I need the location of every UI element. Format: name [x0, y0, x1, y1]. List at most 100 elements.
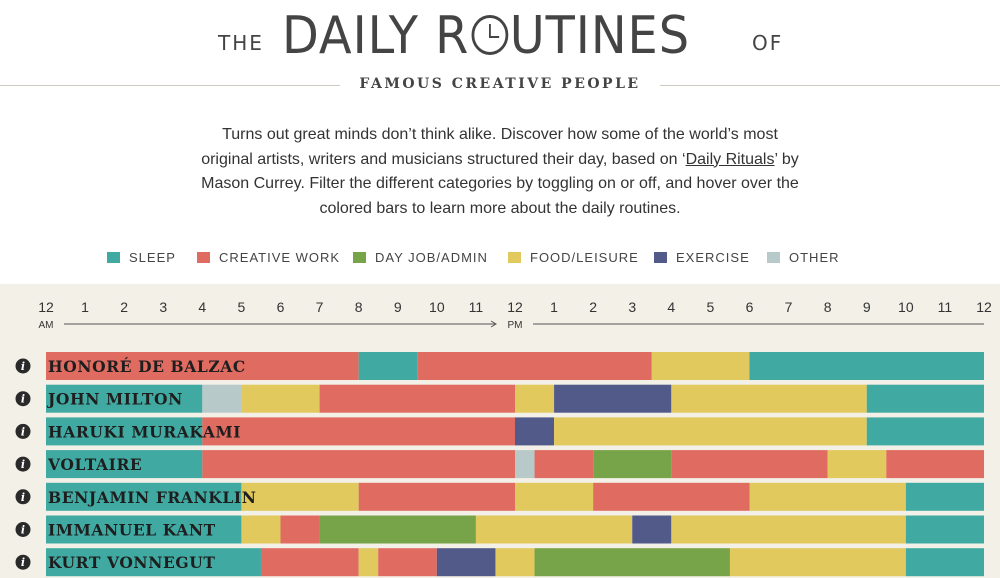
bar-segment-sleep[interactable] — [46, 450, 203, 479]
bar-segment-sleep[interactable] — [46, 548, 261, 577]
bar-segment-sleep[interactable] — [46, 417, 203, 446]
bar-segment-food[interactable] — [495, 548, 535, 577]
bar-segment-sleep[interactable] — [866, 417, 984, 446]
legend-item-other[interactable]: OTHER — [767, 249, 840, 265]
info-icon-glyph: i — [21, 524, 25, 537]
info-icon-glyph: i — [21, 556, 25, 569]
info-icon-glyph: i — [21, 425, 25, 438]
x-tick-label: 7 — [316, 299, 324, 315]
title-prefix: THE — [218, 31, 264, 55]
legend-item-sleep[interactable]: SLEEP — [107, 249, 176, 265]
bar-segment-sleep[interactable] — [749, 352, 985, 380]
bar-segment-creative[interactable] — [671, 450, 828, 479]
bar-segment-creative[interactable] — [202, 450, 516, 479]
bar-segment-food[interactable] — [515, 482, 594, 511]
bar-segment-creative[interactable] — [593, 482, 750, 511]
legend-item-creative-work[interactable]: CREATIVE WORK — [197, 249, 340, 265]
x-tick-label: 2 — [589, 299, 597, 315]
page-subtitle: FAMOUS CREATIVE PEOPLE — [359, 76, 641, 92]
page-header: THE DAILY R UTINES OF — [0, 0, 1000, 72]
bar-segment-creative[interactable] — [417, 352, 652, 380]
legend-item-food-leisure[interactable]: FOOD/LEISURE — [508, 249, 639, 265]
bar-segment-food[interactable] — [827, 450, 887, 479]
bar-segment-food[interactable] — [554, 417, 867, 446]
bar-segment-other[interactable] — [515, 450, 535, 479]
bar-segment-food[interactable] — [749, 482, 906, 511]
bar-segment-creative[interactable] — [378, 548, 437, 577]
info-icon[interactable] — [15, 423, 31, 439]
info-icon[interactable] — [15, 489, 31, 505]
bar-segment-food[interactable] — [241, 384, 320, 413]
bar-segment-creative[interactable] — [202, 417, 516, 446]
bar-segment-creative[interactable] — [319, 384, 515, 413]
bar-segment-other[interactable] — [202, 384, 242, 413]
info-icon-glyph: i — [21, 491, 25, 504]
bar-segment-food[interactable] — [729, 548, 906, 577]
x-tick-label: 7 — [785, 299, 793, 315]
bar-segment-dayjob[interactable] — [319, 515, 476, 544]
bar-segment-creative[interactable] — [280, 515, 320, 544]
divider-right — [660, 85, 1000, 86]
legend-swatch-creative-work — [197, 251, 210, 263]
bar-segment-food[interactable] — [475, 515, 633, 544]
bar-segment-sleep[interactable] — [866, 384, 984, 413]
bar-segment-exercise[interactable] — [632, 515, 672, 544]
bar-segment-exercise[interactable] — [436, 548, 496, 577]
bar-segment-exercise[interactable] — [554, 384, 672, 413]
bar-segment-dayjob[interactable] — [534, 548, 730, 577]
legend-label-food-leisure: FOOD/LEISURE — [530, 249, 639, 265]
bar-segment-exercise[interactable] — [515, 417, 555, 446]
person-name: HONORÉ DE BALZAC — [48, 357, 246, 376]
x-marker-pm: PM — [508, 320, 523, 331]
x-tick-label: 8 — [824, 299, 832, 315]
clock-icon — [471, 15, 508, 55]
bar-segment-sleep[interactable] — [46, 482, 242, 511]
bar-segment-food[interactable] — [671, 515, 906, 544]
person-name: HARUKI MURAKAMI — [48, 422, 241, 441]
bar-segment-creative[interactable] — [358, 482, 515, 511]
intro-paragraph: Turns out great minds don’t think alike.… — [200, 123, 800, 221]
legend-item-day-job-admin[interactable]: DAY JOB/ADMIN — [353, 249, 488, 265]
bar-segment-creative[interactable] — [260, 548, 359, 577]
x-tick-label: 5 — [238, 299, 246, 315]
bar-segment-food[interactable] — [358, 548, 379, 577]
legend-item-exercise[interactable]: EXERCISE — [654, 249, 750, 265]
legend-label-other: OTHER — [789, 249, 840, 265]
x-tick-label: 9 — [394, 299, 402, 315]
bar-segment-sleep[interactable] — [905, 515, 984, 544]
bar-segment-creative[interactable] — [46, 352, 359, 380]
bar-segment-sleep[interactable] — [905, 548, 984, 577]
info-icon-glyph: i — [21, 360, 25, 373]
info-icon[interactable] — [15, 522, 31, 537]
legend-label-day-job-admin: DAY JOB/ADMIN — [375, 249, 488, 265]
info-icon[interactable] — [15, 391, 31, 407]
bar-segment-creative[interactable] — [534, 450, 594, 479]
bar-segment-food[interactable] — [515, 384, 555, 413]
daily-rituals-link[interactable]: Daily Rituals — [685, 150, 775, 168]
bar-segment-food[interactable] — [671, 384, 867, 413]
bar-segment-creative[interactable] — [886, 450, 984, 479]
legend-swatch-exercise — [654, 251, 667, 263]
x-tick-label: 10 — [429, 299, 445, 315]
x-tick-label: 4 — [667, 299, 675, 315]
bar-segment-sleep[interactable] — [46, 515, 242, 544]
info-icon[interactable] — [15, 554, 31, 570]
bar-segment-dayjob[interactable] — [593, 450, 672, 479]
bar-segment-food[interactable] — [241, 482, 359, 511]
x-tick-label: 2 — [120, 299, 128, 315]
x-tick-label: 12 — [38, 299, 54, 315]
bar-segment-food[interactable] — [651, 352, 750, 380]
bar-segment-sleep[interactable] — [905, 482, 984, 511]
x-tick-label: 9 — [863, 299, 871, 315]
legend-swatch-other — [767, 251, 780, 263]
bar-segment-sleep[interactable] — [46, 384, 203, 413]
bar-segment-food[interactable] — [241, 515, 281, 544]
info-icon[interactable] — [15, 456, 31, 472]
title-suffix: OF — [752, 31, 784, 55]
bar-segment-sleep[interactable] — [358, 352, 418, 380]
info-icon[interactable] — [15, 358, 31, 374]
intro-text-before: Turns out great minds don’t think alike.… — [201, 126, 778, 168]
legend-label-creative-work: CREATIVE WORK — [219, 249, 341, 265]
intro-text-after: ’ by Mason Currey. Filter the different … — [201, 150, 799, 217]
